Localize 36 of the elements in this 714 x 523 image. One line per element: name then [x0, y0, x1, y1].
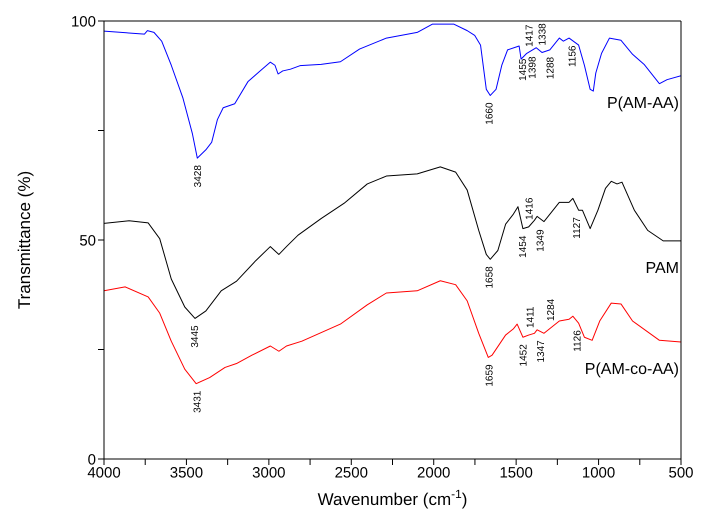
annotation: 1454	[518, 235, 530, 258]
x-tick-label: 2000	[417, 464, 450, 482]
annotation: 1659	[484, 364, 496, 387]
annotation: 1658	[484, 266, 496, 289]
x-tick-label: 3500	[170, 464, 204, 482]
annotation: 1156	[567, 45, 578, 68]
y-axis-title: Transmittance (%)	[15, 170, 34, 310]
annotation: 1349	[536, 229, 547, 252]
x-tick-label: 2500	[334, 464, 368, 482]
annotation: 1284	[546, 298, 558, 322]
annotation: 1417	[524, 24, 536, 47]
x-tick-label: 1500	[499, 464, 533, 482]
annotation: 3428	[192, 164, 204, 188]
x-tick-label: 500	[668, 464, 694, 482]
y-tick-label: 50	[79, 232, 96, 250]
annotation: 1660	[484, 102, 496, 125]
annotation: 1347	[536, 340, 547, 363]
annotation: 1452	[518, 344, 530, 366]
annotation: 1127	[572, 216, 584, 239]
annotation: 3445	[190, 324, 201, 348]
y-tick-label: 100	[70, 13, 96, 30]
annotation: 1398	[527, 56, 538, 79]
x-tick-label: 1000	[582, 464, 616, 482]
line-series	[104, 24, 681, 159]
annotation: 1288	[546, 56, 557, 80]
series-label: P(AM-co-AA)	[584, 361, 679, 378]
annotation: 1416	[524, 197, 536, 220]
series-label: PAM	[646, 260, 679, 277]
annotation: 1411	[525, 306, 536, 328]
annotation: 1455	[518, 58, 530, 81]
series-label: P(AM-AA)	[607, 94, 679, 112]
annotation: 3431	[192, 390, 204, 413]
annotation: 1338	[537, 22, 548, 46]
x-axis-title: Wavenumber (cm$^{-1}$)	[318, 487, 468, 509]
x-tick-label: 3000	[252, 464, 286, 482]
annotation: 1126	[572, 330, 584, 352]
